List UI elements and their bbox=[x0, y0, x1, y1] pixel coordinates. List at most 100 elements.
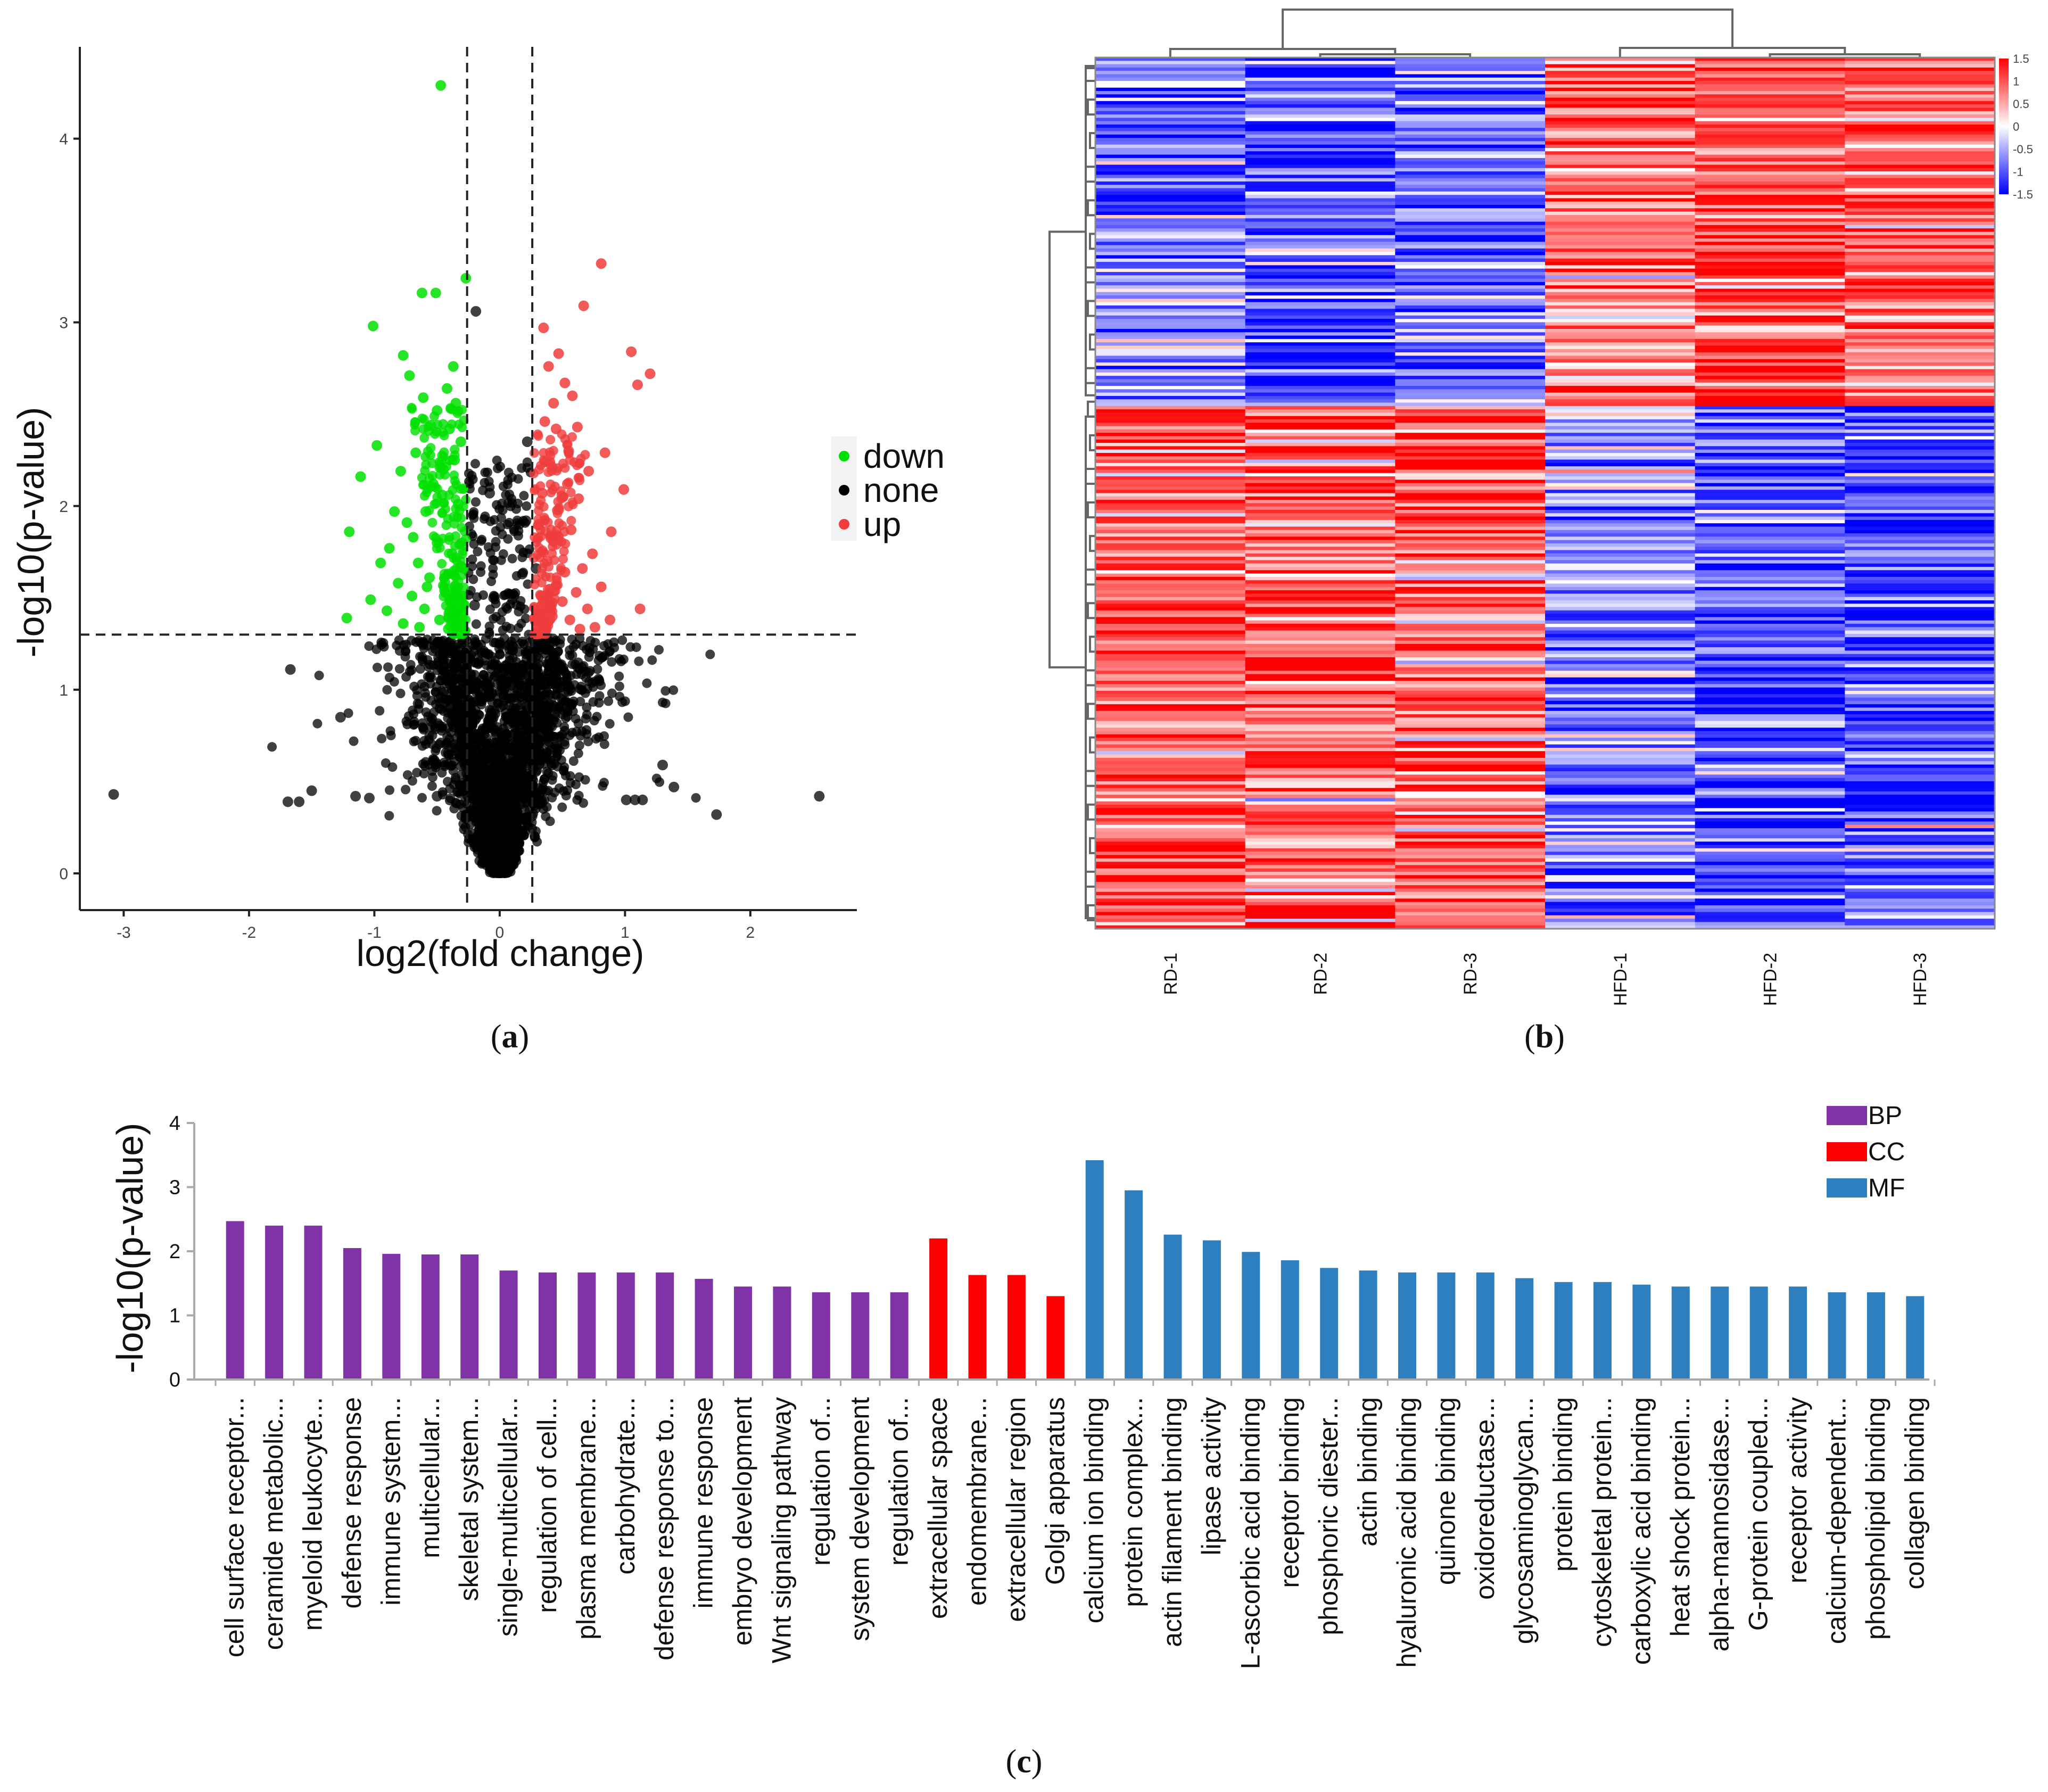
heatmap-cell bbox=[1545, 191, 1696, 195]
heatmap-cell bbox=[1095, 909, 1246, 913]
heatmap-cell bbox=[1095, 299, 1246, 303]
none-point bbox=[510, 675, 520, 686]
heatmap-cell bbox=[1245, 64, 1395, 68]
heatmap-cell bbox=[1245, 342, 1395, 346]
heatmap-cell bbox=[1845, 643, 1995, 648]
up-point bbox=[539, 456, 550, 467]
none-point bbox=[495, 649, 505, 659]
heatmap-cell bbox=[1545, 540, 1696, 544]
heatmap-cell bbox=[1845, 386, 1995, 390]
heatmap-cell bbox=[1095, 342, 1246, 346]
heatmap-cell bbox=[1095, 540, 1246, 544]
heatmap-cell bbox=[1695, 610, 1845, 614]
heatmap-cell bbox=[1095, 503, 1246, 507]
heatmap-cell bbox=[1095, 885, 1246, 889]
heatmap-cell bbox=[1245, 248, 1395, 252]
heatmap-cell bbox=[1095, 245, 1246, 249]
heatmap-cell bbox=[1695, 895, 1845, 899]
none-point bbox=[497, 836, 507, 846]
heatmap-cell bbox=[1845, 74, 1995, 78]
heatmap-cell bbox=[1695, 356, 1845, 360]
heatmap-cell bbox=[1095, 624, 1246, 627]
none-point bbox=[607, 657, 617, 667]
heatmap-cell bbox=[1845, 87, 1995, 92]
heatmap-cell bbox=[1695, 171, 1845, 175]
none-point bbox=[459, 742, 469, 752]
heatmap-cell bbox=[1545, 335, 1696, 340]
heatmap-cell bbox=[1395, 77, 1546, 81]
heatmap-cell bbox=[1545, 369, 1696, 373]
heatmap-cell bbox=[1395, 473, 1546, 477]
heatmap-cell bbox=[1695, 90, 1845, 95]
heatmap-cell bbox=[1395, 97, 1546, 102]
heatmap-cell bbox=[1245, 563, 1395, 567]
none-point bbox=[443, 777, 452, 787]
heatmap-cell bbox=[1845, 791, 1995, 795]
none-point bbox=[525, 725, 534, 735]
none-point bbox=[452, 652, 463, 662]
heatmap-cell bbox=[1095, 891, 1246, 896]
heatmap-cell bbox=[1845, 824, 1995, 829]
heatmap-cell bbox=[1395, 821, 1546, 825]
heatmap-cell bbox=[1395, 191, 1546, 195]
none-point bbox=[495, 854, 505, 864]
heatmap-cell bbox=[1395, 526, 1546, 531]
heatmap-cell bbox=[1545, 366, 1696, 370]
none-point bbox=[535, 759, 545, 770]
heatmap-cell bbox=[1095, 164, 1246, 169]
heatmap-cell bbox=[1395, 178, 1546, 182]
heatmap-cell bbox=[1245, 741, 1395, 745]
heatmap-cell bbox=[1695, 624, 1845, 627]
heatmap-cell bbox=[1245, 141, 1395, 145]
heatmap-cell bbox=[1395, 915, 1546, 919]
heatmap-cell bbox=[1095, 881, 1246, 886]
heatmap-cell bbox=[1245, 181, 1395, 185]
heatmap-cell bbox=[1845, 821, 1995, 825]
heatmap-cell bbox=[1095, 268, 1246, 272]
heatmap-cell bbox=[1395, 319, 1546, 323]
none-point bbox=[567, 699, 577, 709]
heatmap-cell bbox=[1245, 704, 1395, 708]
none-point bbox=[560, 668, 571, 678]
heatmap-cell bbox=[1545, 570, 1696, 574]
none-point bbox=[472, 792, 482, 802]
heatmap-cell bbox=[1095, 144, 1246, 148]
heatmap-cell bbox=[1695, 473, 1845, 477]
heatmap-cell bbox=[1545, 185, 1696, 189]
heatmap-cell bbox=[1845, 288, 1995, 293]
none-point bbox=[496, 461, 505, 472]
heatmap-cell bbox=[1095, 94, 1246, 98]
heatmap-cell bbox=[1845, 808, 1995, 812]
down-point bbox=[441, 383, 452, 394]
heatmap-cell bbox=[1845, 268, 1995, 272]
down-point bbox=[439, 568, 449, 579]
heatmap-cell bbox=[1695, 643, 1845, 648]
heatmap-cell bbox=[1245, 841, 1395, 846]
heatmap-cell bbox=[1095, 694, 1246, 698]
heatmap-cell bbox=[1695, 164, 1845, 169]
heatmap-cell bbox=[1695, 74, 1845, 78]
heatmap-cell bbox=[1095, 235, 1246, 239]
none-point bbox=[494, 827, 503, 837]
heatmap-cell bbox=[1395, 114, 1546, 118]
heatmap-cell bbox=[1845, 94, 1995, 98]
heatmap-cell bbox=[1545, 94, 1696, 98]
heatmap-cell bbox=[1095, 205, 1246, 209]
heatmap-cell bbox=[1095, 563, 1246, 567]
heatmap-cell bbox=[1095, 104, 1246, 109]
row-dendrogram-leaf bbox=[1087, 98, 1095, 116]
heatmap-cell bbox=[1695, 781, 1845, 785]
heatmap-cell bbox=[1845, 895, 1995, 899]
heatmap-cell bbox=[1395, 774, 1546, 779]
up-point bbox=[575, 475, 585, 485]
heatmap-cell bbox=[1545, 456, 1696, 460]
heatmap-cell bbox=[1395, 433, 1546, 437]
heatmap-cell bbox=[1845, 674, 1995, 678]
heatmap-cell bbox=[1695, 600, 1845, 604]
heatmap-cell bbox=[1095, 570, 1246, 574]
heatmap-cell bbox=[1695, 540, 1845, 544]
heatmap-cell bbox=[1245, 292, 1395, 296]
heatmap-cell bbox=[1545, 128, 1696, 132]
heatmap-cell bbox=[1245, 335, 1395, 340]
heatmap-cell bbox=[1545, 328, 1696, 333]
